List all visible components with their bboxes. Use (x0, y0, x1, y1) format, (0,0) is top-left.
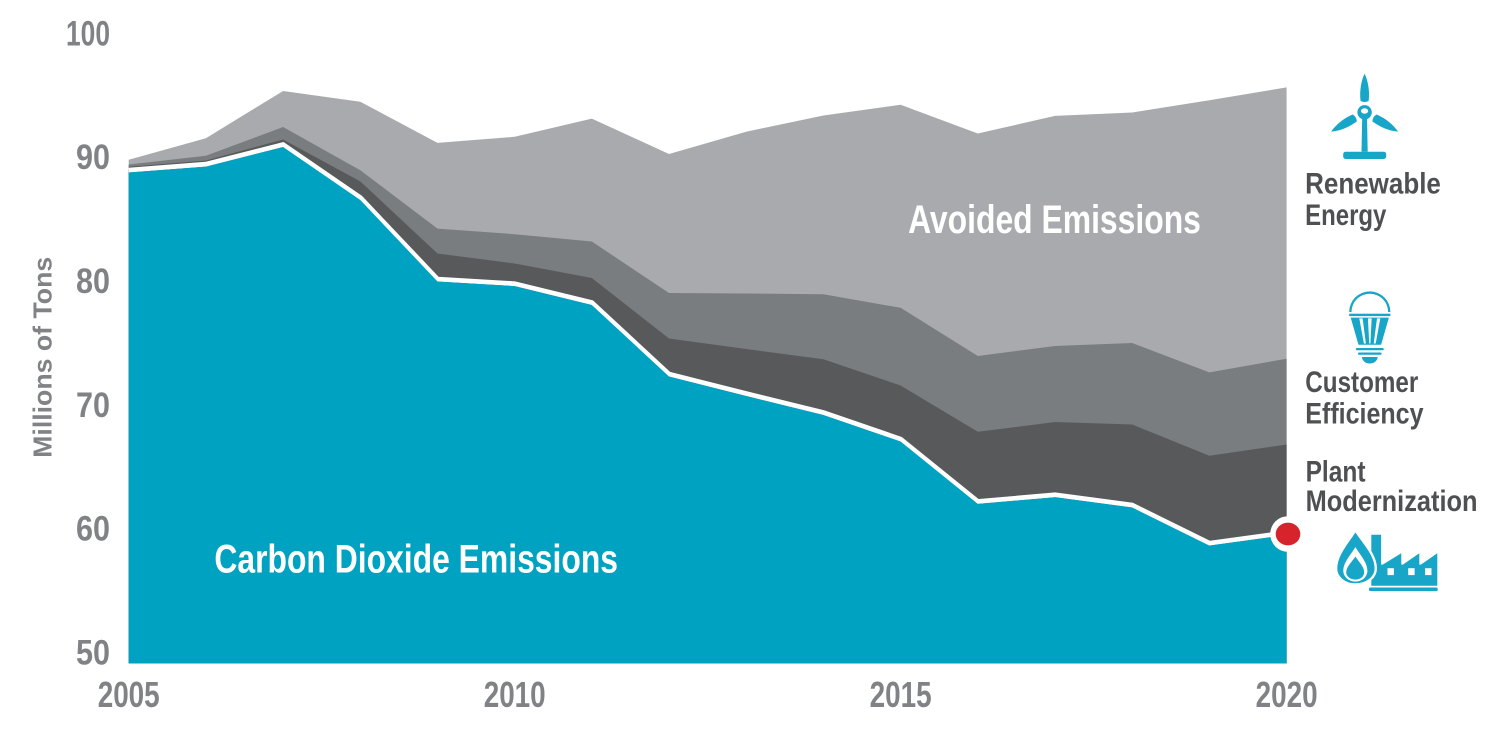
svg-text:100: 100 (66, 14, 110, 53)
svg-text:2010: 2010 (484, 674, 546, 715)
svg-text:Energy: Energy (1305, 199, 1387, 232)
svg-text:Plant: Plant (1306, 456, 1366, 489)
svg-text:Avoided Emissions: Avoided Emissions (908, 198, 1201, 242)
svg-text:2015: 2015 (870, 674, 932, 715)
svg-text:Modernization: Modernization (1306, 485, 1478, 518)
svg-text:2020: 2020 (1256, 674, 1318, 715)
svg-text:Efficiency: Efficiency (1305, 398, 1424, 431)
svg-text:70: 70 (76, 386, 110, 425)
svg-text:80: 80 (76, 262, 110, 301)
svg-text:50: 50 (76, 633, 110, 672)
svg-text:60: 60 (76, 510, 110, 549)
svg-text:2005: 2005 (98, 674, 160, 715)
svg-text:Renewable: Renewable (1305, 168, 1441, 201)
svg-text:Millions of Tons: Millions of Tons (28, 257, 58, 458)
svg-text:Carbon Dioxide Emissions: Carbon Dioxide Emissions (214, 537, 618, 581)
svg-text:90: 90 (76, 138, 110, 177)
svg-text:Customer: Customer (1305, 366, 1418, 399)
